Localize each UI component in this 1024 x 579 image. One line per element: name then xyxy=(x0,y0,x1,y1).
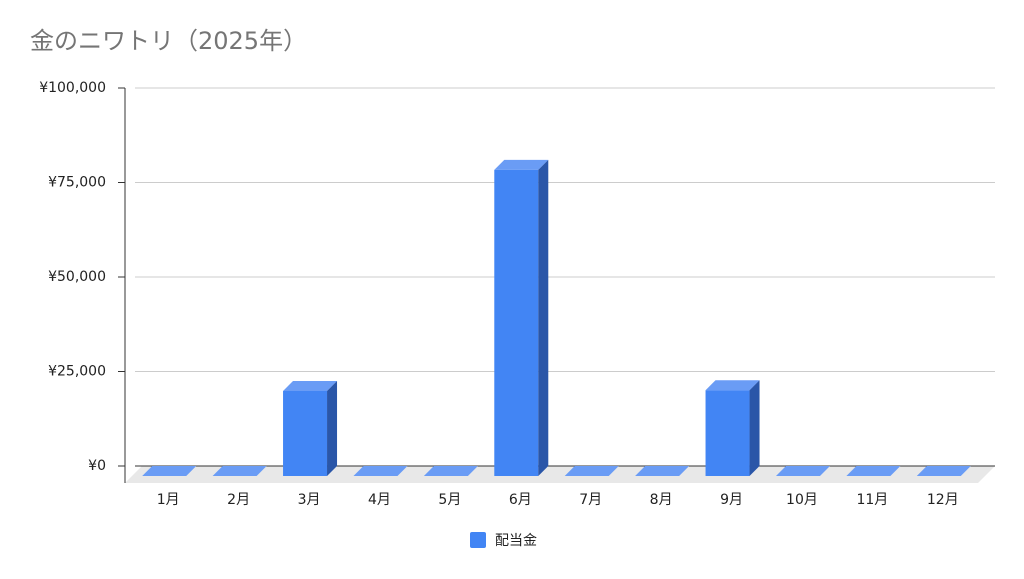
x-tick-label: 2月 xyxy=(227,492,250,508)
bar xyxy=(142,466,197,476)
bar-side xyxy=(749,380,760,476)
x-tick-label: 9月 xyxy=(720,492,743,508)
bar-side xyxy=(327,380,338,476)
bar-top xyxy=(705,380,760,391)
bar xyxy=(705,390,750,476)
y-tick-label: ¥75,000 xyxy=(48,175,106,191)
bar xyxy=(635,466,690,476)
x-tick-label: 1月 xyxy=(157,492,180,508)
bar xyxy=(353,466,408,476)
x-tick-label: 5月 xyxy=(438,492,461,508)
bar xyxy=(846,466,901,476)
bar-side xyxy=(538,159,549,476)
legend-label: 配当金 xyxy=(495,533,537,549)
bar xyxy=(916,466,971,476)
x-tick-label: 4月 xyxy=(368,492,391,508)
y-tick-label: ¥25,000 xyxy=(48,364,106,380)
bar-top xyxy=(283,380,338,391)
bar xyxy=(423,466,478,476)
bar xyxy=(212,466,267,476)
y-tick-label: ¥100,000 xyxy=(39,80,106,96)
x-tick-label: 3月 xyxy=(298,492,321,508)
y-tick-label: ¥0 xyxy=(88,458,106,474)
bar xyxy=(283,390,328,476)
bar xyxy=(494,169,539,476)
bar xyxy=(564,466,619,476)
y-tick-label: ¥50,000 xyxy=(48,269,106,285)
bar xyxy=(775,466,830,476)
x-tick-label: 12月 xyxy=(927,492,959,508)
x-tick-label: 8月 xyxy=(650,492,673,508)
chart-title: 金のニワトリ（2025年） xyxy=(30,27,307,55)
bar-top xyxy=(494,159,549,170)
x-tick-label: 11月 xyxy=(856,492,888,508)
x-tick-label: 7月 xyxy=(579,492,602,508)
x-tick-label: 10月 xyxy=(786,492,818,508)
floor xyxy=(125,466,995,483)
x-tick-label: 6月 xyxy=(509,492,532,508)
legend-swatch xyxy=(470,532,486,548)
